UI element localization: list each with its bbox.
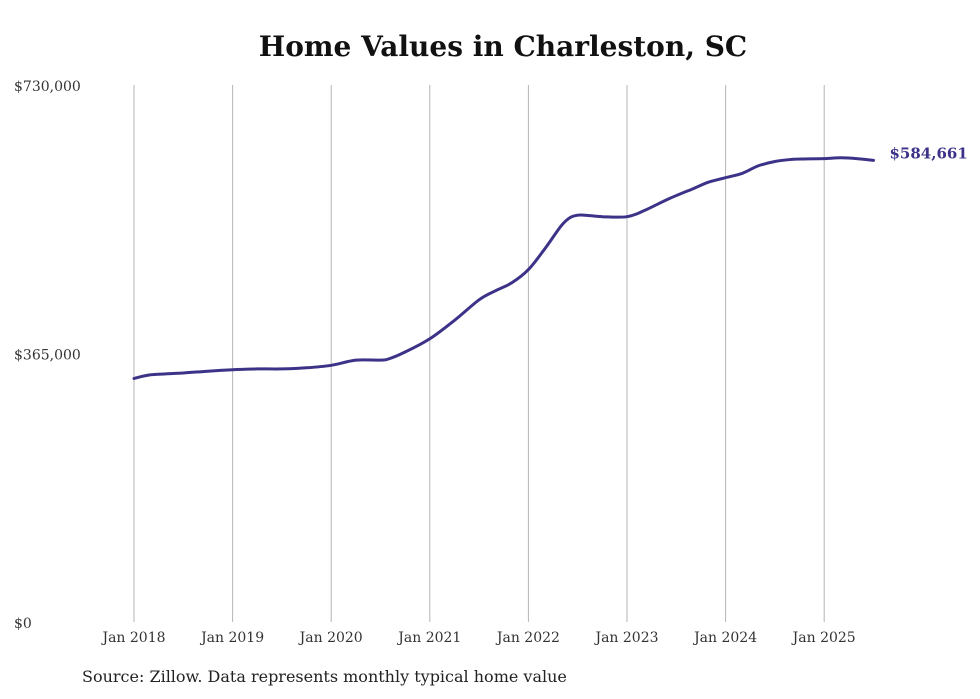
source-note: Source: Zillow. Data represents monthly … — [82, 667, 567, 686]
y-tick-label: $365,000 — [14, 348, 81, 364]
y-tick-label: $0 — [14, 616, 32, 632]
x-axis-ticks: Jan 2018 Jan 2019 Jan 2020 Jan 2021 Jan 2022… — [100, 630, 855, 646]
y-tick-label: $730,000 — [14, 79, 81, 95]
gridlines — [133, 85, 825, 622]
x-tick-label: Jan 2024 — [692, 630, 757, 646]
y-axis-ticks: $0 $365,000 $730,000 — [14, 79, 81, 632]
x-tick-label: Jan 2023 — [593, 630, 658, 646]
x-tick-label: Jan 2021 — [396, 630, 461, 646]
end-value-label: $584,661 — [890, 144, 968, 162]
x-tick-label: Jan 2025 — [791, 630, 856, 646]
series-line — [132, 156, 875, 380]
series-layer: $584,661 — [132, 144, 968, 380]
x-tick-label: Jan 2022 — [495, 630, 560, 646]
chart-title: Home Values in Charleston, SC — [258, 30, 748, 63]
x-tick-label: Jan 2019 — [199, 630, 264, 646]
x-tick-label: Jan 2018 — [100, 630, 165, 646]
x-tick-label: Jan 2020 — [298, 630, 363, 646]
